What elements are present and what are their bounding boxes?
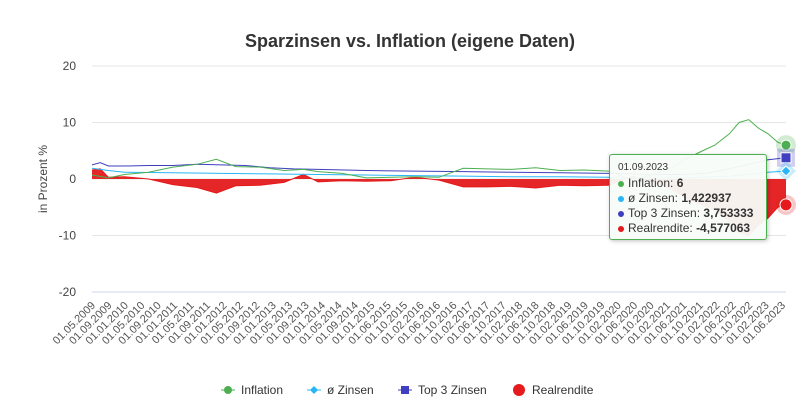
chart-title: Sparzinsen vs. Inflation (eigene Daten)	[245, 31, 575, 51]
series-line-inflation	[91, 119, 787, 181]
y-tick-label: -20	[59, 285, 77, 299]
tooltip-label: ø Zinsen:	[628, 191, 679, 205]
inflation-dot-icon	[618, 180, 624, 187]
legend[interactable]: Inflation ø Zinsen Top 3 Zinsen Realrendite	[221, 383, 594, 397]
tooltip-label: Inflation:	[628, 176, 674, 190]
hover-markers	[776, 135, 796, 215]
square-icon	[401, 386, 409, 394]
y-tick-label: 10	[63, 116, 77, 130]
legend-label: Top 3 Zinsen	[418, 383, 487, 397]
circle-icon	[513, 384, 525, 396]
diamond-icon	[310, 386, 318, 394]
tooltip-date: 01.09.2023	[618, 162, 669, 173]
tooltip-value: 6	[676, 176, 684, 190]
zinsen-marker	[780, 165, 792, 177]
tooltip-value: -4,577063	[696, 221, 751, 235]
realrendite-dot-icon	[618, 225, 624, 232]
legend-label: ø Zinsen	[327, 383, 374, 397]
y-tick-label: -10	[59, 229, 77, 243]
legend-label: Inflation	[241, 383, 283, 397]
tooltip-row-inflation: Inflation: 6	[618, 176, 758, 191]
tooltip: 01.09.2023 Inflation: 6 ø Zinsen: 1,4229…	[609, 154, 767, 240]
legend-item-2[interactable]: Top 3 Zinsen	[398, 383, 487, 397]
legend-label: Realrendite	[532, 383, 594, 397]
legend-item-0[interactable]: Inflation	[221, 383, 283, 397]
tooltip-label: Top 3 Zinsen:	[628, 206, 701, 220]
tooltip-row-realrendite: Realrendite: -4,577063	[618, 221, 758, 236]
x-axis-ticks: 01.05.200901.09.200901.01.201001.05.2010…	[51, 300, 788, 347]
legend-item-1[interactable]: ø Zinsen	[307, 383, 374, 397]
legend-item-3[interactable]: Realrendite	[513, 383, 594, 397]
top3-dot-icon	[618, 210, 624, 217]
y-tick-label: 20	[63, 59, 77, 73]
y-axis-label: in Prozent %	[36, 145, 50, 213]
tooltip-row-zinsen: ø Zinsen: 1,422937	[618, 191, 758, 206]
zinsen-dot-icon	[618, 195, 624, 202]
tooltip-value: 3,753333	[703, 206, 754, 220]
tooltip-value: 1,422937	[681, 191, 732, 205]
realrendite-marker	[779, 198, 793, 212]
circle-icon	[224, 386, 232, 394]
inflation-marker	[780, 139, 792, 151]
top3-marker	[780, 152, 792, 164]
tooltip-row-top3: Top 3 Zinsen: 3,753333	[618, 206, 758, 221]
y-axis-ticks: 20 10 0 -10 -20	[59, 59, 77, 299]
tooltip-label: Realrendite:	[628, 221, 693, 235]
y-tick-label: 0	[69, 172, 76, 186]
